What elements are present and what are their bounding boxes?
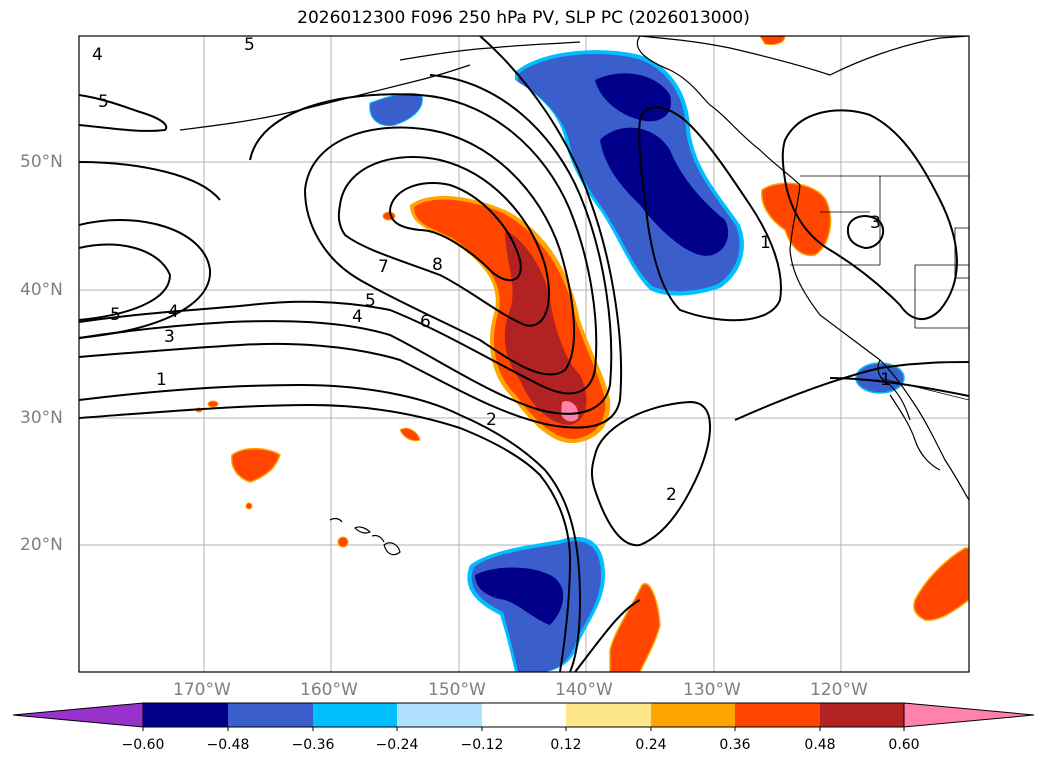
colorbar-segment xyxy=(651,703,735,727)
lat-label-20n: 20°N xyxy=(20,535,63,555)
colorbar-extend-right xyxy=(903,702,1035,728)
pv-negative-anomaly-north xyxy=(515,50,744,296)
contour-label: 1 xyxy=(156,370,167,390)
lon-label-160w: 160°W xyxy=(300,680,358,700)
contour-label: 1 xyxy=(760,233,771,253)
colorbar-segment xyxy=(482,703,566,727)
colorbar-tick-label: −0.48 xyxy=(206,737,250,753)
colorbar-tick-label: 0.48 xyxy=(804,737,836,753)
lat-label-40n: 40°N xyxy=(20,280,63,300)
lon-label-140w: 140°W xyxy=(555,680,613,700)
contour-label: 2 xyxy=(666,485,677,505)
hawaii-islands xyxy=(329,517,401,556)
contour-label: 4 xyxy=(168,302,179,322)
contour-label: 8 xyxy=(432,255,443,275)
lon-label-170w: 170°W xyxy=(173,680,231,700)
colorbar-extend-left xyxy=(12,702,144,728)
contour-label: 6 xyxy=(420,312,431,332)
coastlines xyxy=(179,36,969,501)
colorbar-tick-label: −0.60 xyxy=(121,737,165,753)
contour-label: 2 xyxy=(486,410,497,430)
pv-positive-anomaly-main xyxy=(410,195,611,444)
lon-label-120w: 120°W xyxy=(810,680,868,700)
colorbar-tick-label: −0.12 xyxy=(460,737,504,753)
colorbar-tick-label: 0.12 xyxy=(550,737,582,753)
lat-label-50n: 50°N xyxy=(20,152,63,172)
lon-label-130w: 130°W xyxy=(683,680,741,700)
contour-label: 7 xyxy=(378,257,389,277)
contour-label: 5 xyxy=(98,92,109,112)
colorbar-tick-label: −0.36 xyxy=(291,737,335,753)
contour-label: -1 xyxy=(874,370,891,390)
colorbar-segment xyxy=(228,703,313,727)
lon-label-150w: 150°W xyxy=(428,680,486,700)
pv-small-anomalies xyxy=(195,36,969,672)
colorbar-segment xyxy=(143,703,228,727)
contour-label: 5 xyxy=(365,291,376,311)
contour-label: 5 xyxy=(110,305,121,325)
colorbar-segment xyxy=(566,703,651,727)
contour-label: 5 xyxy=(244,35,255,55)
borders xyxy=(790,175,969,401)
contour-label: 4 xyxy=(352,307,363,327)
colorbar-tick-label: −0.24 xyxy=(375,737,419,753)
colorbar-tick-label: 0.60 xyxy=(888,737,920,753)
colorbar xyxy=(12,702,1035,731)
map-title: 2026012300 F096 250 hPa PV, SLP PC (2026… xyxy=(297,8,750,28)
contour-label: 3 xyxy=(870,213,881,233)
colorbar-segment xyxy=(397,703,482,727)
contour-label: 4 xyxy=(92,45,103,65)
slp-contours xyxy=(79,36,969,672)
colorbar-segment xyxy=(735,703,820,727)
contour-labels: 1 2 2 3 4 4 5 5 5 6 7 8 1 -1 3 4 5 xyxy=(92,35,891,505)
colorbar-tick-label: 0.36 xyxy=(719,737,751,753)
colorbar-tick-label: 0.24 xyxy=(635,737,667,753)
contour-label: 3 xyxy=(164,327,175,347)
lat-label-30n: 30°N xyxy=(20,408,63,428)
plot-frame xyxy=(78,35,970,673)
colorbar-segment xyxy=(313,703,397,727)
colorbar-segment xyxy=(820,703,904,727)
